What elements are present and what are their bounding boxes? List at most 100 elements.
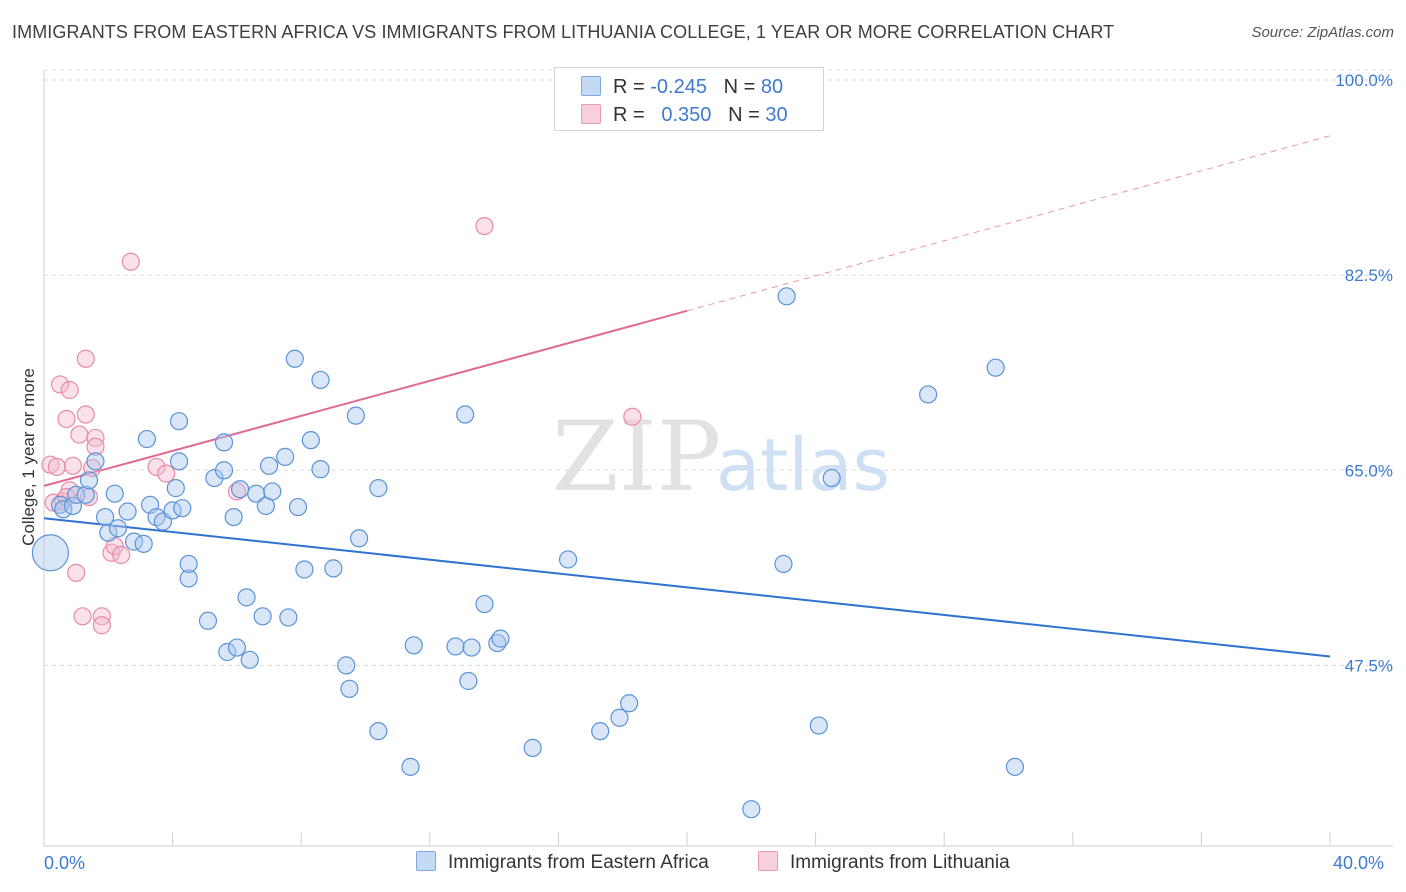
point-eastern-africa bbox=[105, 484, 124, 503]
legend-row-eastern-africa: R = -0.245 N = 80 bbox=[581, 76, 783, 99]
point-eastern-africa bbox=[774, 554, 793, 574]
bottom-legend-label: Immigrants from Lithuania bbox=[790, 852, 1010, 873]
point-eastern-africa bbox=[63, 496, 83, 516]
point-eastern-africa bbox=[227, 638, 246, 657]
point-eastern-africa bbox=[237, 588, 256, 607]
point-eastern-africa bbox=[311, 370, 330, 390]
point-lithuania bbox=[92, 616, 111, 635]
point-lithuania bbox=[50, 375, 70, 394]
point-eastern-africa bbox=[523, 738, 542, 757]
point-eastern-africa bbox=[295, 560, 314, 579]
point-eastern-africa bbox=[253, 607, 272, 626]
point-eastern-africa bbox=[169, 412, 189, 431]
bottom-legend-label: Immigrants from Eastern Africa bbox=[448, 852, 709, 873]
chart-title: IMMIGRANTS FROM EASTERN AFRICA VS IMMIGR… bbox=[12, 22, 1115, 42]
point-eastern-africa bbox=[324, 559, 343, 578]
y-tick-labels: 47.5% 65.0% 82.5% 100.0% bbox=[1335, 71, 1393, 675]
point-lithuania bbox=[67, 563, 86, 582]
point-lithuania bbox=[86, 437, 105, 456]
point-lithuania bbox=[157, 464, 176, 483]
y-axis-label: College, 1 year or more bbox=[19, 368, 38, 546]
point-lithuania bbox=[121, 252, 140, 271]
point-eastern-africa bbox=[919, 385, 938, 404]
point-eastern-africa bbox=[369, 479, 388, 498]
point-eastern-africa bbox=[118, 502, 137, 521]
trend-lines bbox=[43, 135, 1331, 658]
point-eastern-africa bbox=[224, 507, 243, 527]
point-eastern-africa bbox=[86, 452, 105, 471]
point-eastern-africa bbox=[108, 519, 128, 538]
points-eastern-africa bbox=[31, 287, 1025, 819]
legend-r-value: -0.245 bbox=[650, 76, 707, 98]
point-lithuania bbox=[623, 407, 642, 426]
point-lithuania bbox=[73, 607, 92, 626]
point-lithuania bbox=[147, 457, 166, 477]
point-eastern-africa bbox=[742, 800, 761, 819]
point-eastern-africa bbox=[166, 479, 185, 498]
point-eastern-africa bbox=[346, 406, 365, 425]
y-tick-label: 47.5% bbox=[1345, 656, 1393, 675]
point-eastern-africa bbox=[54, 500, 73, 519]
point-lithuania bbox=[63, 456, 83, 475]
point-eastern-africa bbox=[491, 629, 510, 648]
legend-r-value: 0.350 bbox=[661, 104, 712, 126]
gridlines bbox=[44, 69, 1393, 666]
x-tick-label-max: 40.0% bbox=[1333, 853, 1385, 873]
point-eastern-africa bbox=[337, 656, 356, 675]
point-eastern-africa bbox=[986, 358, 1005, 377]
point-lithuania bbox=[47, 457, 66, 477]
watermark-zip: ZIP bbox=[552, 401, 721, 513]
bottom-legend-lithuania: Immigrants from Lithuania bbox=[758, 851, 1010, 874]
legend-row-lithuania: R = 0.350 N = 30 bbox=[581, 104, 788, 127]
point-eastern-africa bbox=[459, 671, 478, 691]
point-eastern-africa bbox=[198, 611, 218, 630]
point-eastern-africa bbox=[446, 637, 465, 656]
y-tick-label: 82.5% bbox=[1345, 266, 1393, 285]
point-eastern-africa bbox=[558, 550, 578, 569]
point-eastern-africa bbox=[214, 433, 234, 452]
point-eastern-africa bbox=[809, 716, 828, 735]
watermark: ZIP atlas bbox=[552, 401, 890, 513]
point-eastern-africa bbox=[340, 679, 359, 698]
point-eastern-africa bbox=[456, 405, 475, 424]
points-lithuania bbox=[41, 216, 642, 635]
point-eastern-africa bbox=[218, 642, 237, 662]
legend-swatch-blue bbox=[581, 76, 601, 96]
point-eastern-africa bbox=[214, 461, 234, 480]
point-eastern-africa bbox=[179, 569, 198, 588]
point-eastern-africa bbox=[31, 534, 70, 572]
point-lithuania bbox=[76, 405, 95, 424]
point-eastern-africa bbox=[99, 523, 118, 542]
point-eastern-africa bbox=[263, 482, 282, 501]
point-eastern-africa bbox=[231, 480, 250, 499]
point-eastern-africa bbox=[137, 429, 156, 449]
legend-n-value: 30 bbox=[765, 104, 788, 126]
point-lithuania bbox=[112, 545, 131, 565]
point-eastern-africa bbox=[259, 456, 279, 475]
point-eastern-africa bbox=[95, 507, 115, 527]
bottom-legend-eastern-africa: Immigrants from Eastern Africa bbox=[416, 851, 709, 874]
legend-n-label: N = bbox=[728, 104, 766, 126]
point-lithuania bbox=[57, 409, 76, 429]
point-eastern-africa bbox=[822, 468, 841, 488]
legend-n-label: N = bbox=[723, 76, 761, 98]
point-eastern-africa bbox=[79, 471, 99, 490]
axes bbox=[43, 70, 1393, 847]
y-tick-label: 100.0% bbox=[1335, 71, 1393, 90]
point-eastern-africa bbox=[311, 460, 330, 479]
point-eastern-africa bbox=[67, 485, 86, 504]
bottom-legend-swatch-blue bbox=[416, 851, 436, 871]
trend-line-lithuania bbox=[43, 309, 688, 487]
point-lithuania bbox=[70, 425, 89, 444]
point-eastern-africa bbox=[279, 608, 298, 627]
point-eastern-africa bbox=[610, 708, 629, 727]
point-eastern-africa bbox=[301, 431, 320, 450]
point-eastern-africa bbox=[179, 554, 198, 574]
watermark-atlas: atlas bbox=[716, 423, 890, 507]
point-eastern-africa bbox=[134, 534, 153, 553]
point-eastern-africa bbox=[777, 287, 796, 306]
legend-r-label: R = bbox=[613, 104, 651, 126]
point-eastern-africa bbox=[173, 499, 192, 518]
point-eastern-africa bbox=[288, 497, 308, 517]
